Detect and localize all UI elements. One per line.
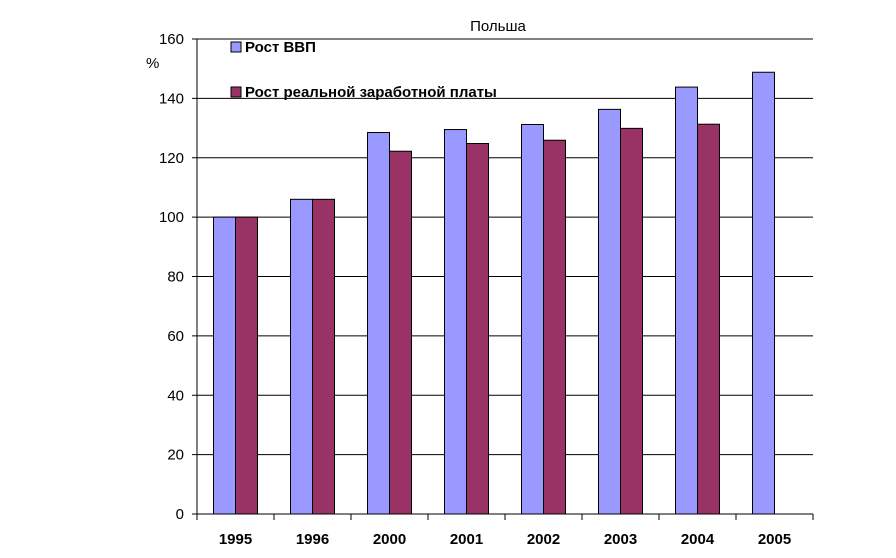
x-tick-label: 2003 <box>604 531 637 548</box>
bar-gdp-2004 <box>675 86 698 515</box>
legend-swatch-gdp <box>230 41 242 53</box>
y-tick-label: 60 <box>167 328 184 345</box>
y-tick-label: 0 <box>176 506 184 523</box>
bar-wage-2004 <box>697 123 720 515</box>
x-tick-label: 1996 <box>296 531 329 548</box>
y-tick-label: 100 <box>159 209 184 226</box>
x-tick-label: 2005 <box>758 531 791 548</box>
bar-wage-1996 <box>312 198 335 515</box>
bar-gdp-2001 <box>444 129 467 515</box>
x-tick-label: 2004 <box>681 531 715 548</box>
bar-gdp-2002 <box>521 124 544 515</box>
y-axis-unit-label: % <box>146 55 159 72</box>
bar-wage-2003 <box>620 127 643 515</box>
y-tick-label: 120 <box>159 150 184 167</box>
bars <box>213 71 775 515</box>
x-tick-label: 2001 <box>450 531 483 548</box>
y-tick-label: 40 <box>167 387 184 404</box>
y-tick-label: 160 <box>159 31 184 48</box>
bar-wage-1995 <box>235 216 258 515</box>
x-tick-label: 1995 <box>219 531 252 548</box>
bar-gdp-2003 <box>598 108 621 515</box>
bar-wage-2001 <box>466 143 489 515</box>
chart-title: Польша <box>470 18 526 35</box>
x-tick-labels: 1995 1996 2000 2001 2002 2003 2004 2005 <box>219 531 791 548</box>
bar-gdp-2000 <box>367 132 390 515</box>
gridlines <box>197 38 813 456</box>
bar-gdp-2005 <box>752 71 775 515</box>
y-tick-label: 20 <box>167 447 184 464</box>
legend-swatch-wage <box>230 86 242 98</box>
axes <box>192 38 814 520</box>
bar-wage-2002 <box>543 139 566 515</box>
x-tick-label: 2000 <box>373 531 406 548</box>
y-tick-label: 80 <box>167 269 184 286</box>
y-tick-label: 140 <box>159 90 184 107</box>
legend: Рост ВВП Рост реальной заработной платы <box>230 39 497 101</box>
bar-gdp-1995 <box>213 216 236 515</box>
legend-label-gdp: Рост ВВП <box>245 39 316 56</box>
y-tick-labels: 0 20 40 60 80 100 120 140 160 <box>159 31 184 523</box>
x-tick-label: 2002 <box>527 531 560 548</box>
bar-gdp-1996 <box>290 198 313 515</box>
legend-label-wage: Рост реальной заработной платы <box>245 84 497 101</box>
bar-wage-2000 <box>389 150 412 515</box>
